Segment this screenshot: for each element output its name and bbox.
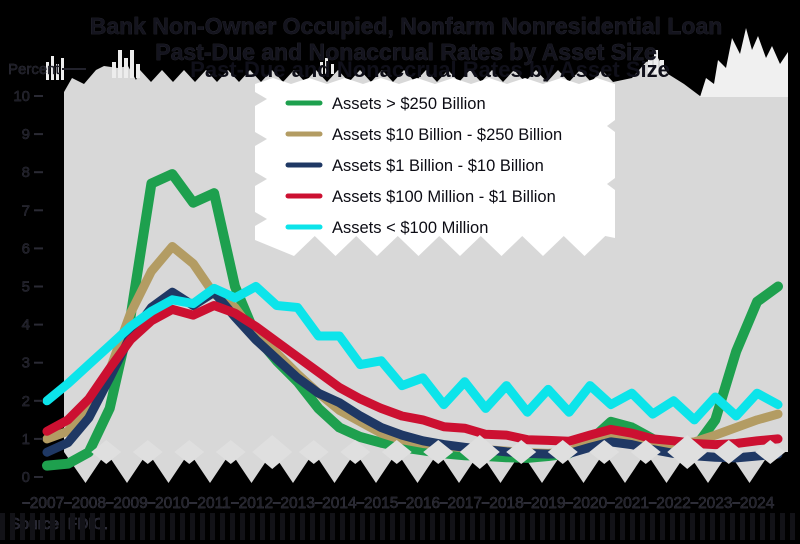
legend-box [255, 78, 615, 256]
y-tick-label: 9 [22, 126, 30, 143]
glitch-diamond [589, 440, 620, 464]
legend-label-assets-lt-100m: Assets < $100 Million [332, 219, 488, 237]
glitch-bars [46, 50, 664, 80]
y-tick-label: 5 [22, 279, 30, 296]
x-axis-ticks: 2007 2008 2009 2010 2011 2012 2013 2014 2015 2016… [22, 495, 775, 512]
y-tick-label: 10 [13, 88, 30, 105]
glitch-diamond [381, 440, 412, 464]
glitch-diamond [91, 440, 122, 464]
y-tick-label: 2 [22, 393, 30, 410]
x-tick-label: 2020 [573, 495, 608, 512]
glitch-diamond [547, 440, 578, 464]
x-tick-label: 2012 [239, 495, 273, 512]
x-tick-label: 2009 [113, 495, 147, 512]
x-tick-label: 2021 [615, 495, 649, 512]
x-tick-label: 2017 [447, 495, 481, 512]
glitch-diamond [340, 440, 371, 464]
x-tick-label: 2015 [364, 495, 398, 512]
y-tick-label: 1 [22, 431, 30, 448]
legend-items: Assets > $250 Billion Assets $10 Billion… [285, 95, 562, 237]
y-tick-label: 8 [22, 164, 30, 181]
legend-label-assets-gt-250b: Assets > $250 Billion [332, 95, 486, 113]
glitch-diamond [630, 440, 661, 464]
y-tick-label: 3 [22, 355, 30, 372]
y-tick-label: 4 [22, 317, 30, 334]
glitch-mountain [700, 28, 788, 97]
glitch-diamond [459, 435, 500, 469]
chart-title-line1: Bank Non-Owner Occupied, Nonfarm Nonresi… [90, 13, 723, 39]
glitch-stripe-band [0, 513, 800, 540]
glitch-diamonds [91, 435, 786, 469]
legend-label-assets-1b-10b: Assets $1 Billion - $10 Billion [332, 157, 544, 175]
x-tick-label: 2019 [531, 495, 565, 512]
y-tick-label: 6 [22, 240, 30, 257]
chart-title-line2: Past-Due and Nonaccrual Rates by Asset S… [155, 39, 657, 65]
legend: Assets > $250 Billion Assets $10 Billion… [255, 78, 615, 256]
glitch-diamond [174, 440, 205, 464]
glitch-diamond [423, 440, 454, 464]
y-tick-label: 7 [22, 202, 30, 219]
x-tick-label: 2008 [72, 495, 106, 512]
glitch-diamond [215, 440, 246, 464]
glitch-diamond [667, 435, 708, 469]
glitch-diamond [252, 435, 293, 469]
y-axis-label: Percent [8, 61, 61, 78]
series-line-5 [42, 282, 783, 425]
x-tick-label: 2010 [155, 495, 190, 512]
x-tick-label: 2007 [30, 495, 64, 512]
x-tick-label: 2023 [698, 495, 732, 512]
x-tick-label: 2016 [406, 495, 440, 512]
legend-label-assets-100m-1b: Assets $100 Million - $1 Billion [332, 188, 556, 206]
y-tick-label: 0 [22, 469, 30, 486]
glitch-diamond [298, 440, 329, 464]
x-tick-label: 2024 [740, 495, 775, 512]
x-tick-label: 2011 [197, 495, 230, 512]
x-tick-label: 2013 [280, 495, 314, 512]
glitch-diamond [755, 440, 786, 464]
title-ghost-line: Past-Due and Nonaccrual Rates by Asset S… [190, 57, 670, 82]
legend-label-assets-10b-250b: Assets $10 Billion - $250 Billion [332, 126, 562, 144]
x-tick-label: 2014 [322, 495, 357, 512]
x-tick-label: 2018 [489, 495, 523, 512]
glitch-diamond [713, 440, 744, 464]
glitch-diamond [506, 440, 537, 464]
series-line-4 [42, 301, 783, 450]
glitch-diamond [132, 440, 163, 464]
x-tick-label: 2022 [656, 495, 690, 512]
